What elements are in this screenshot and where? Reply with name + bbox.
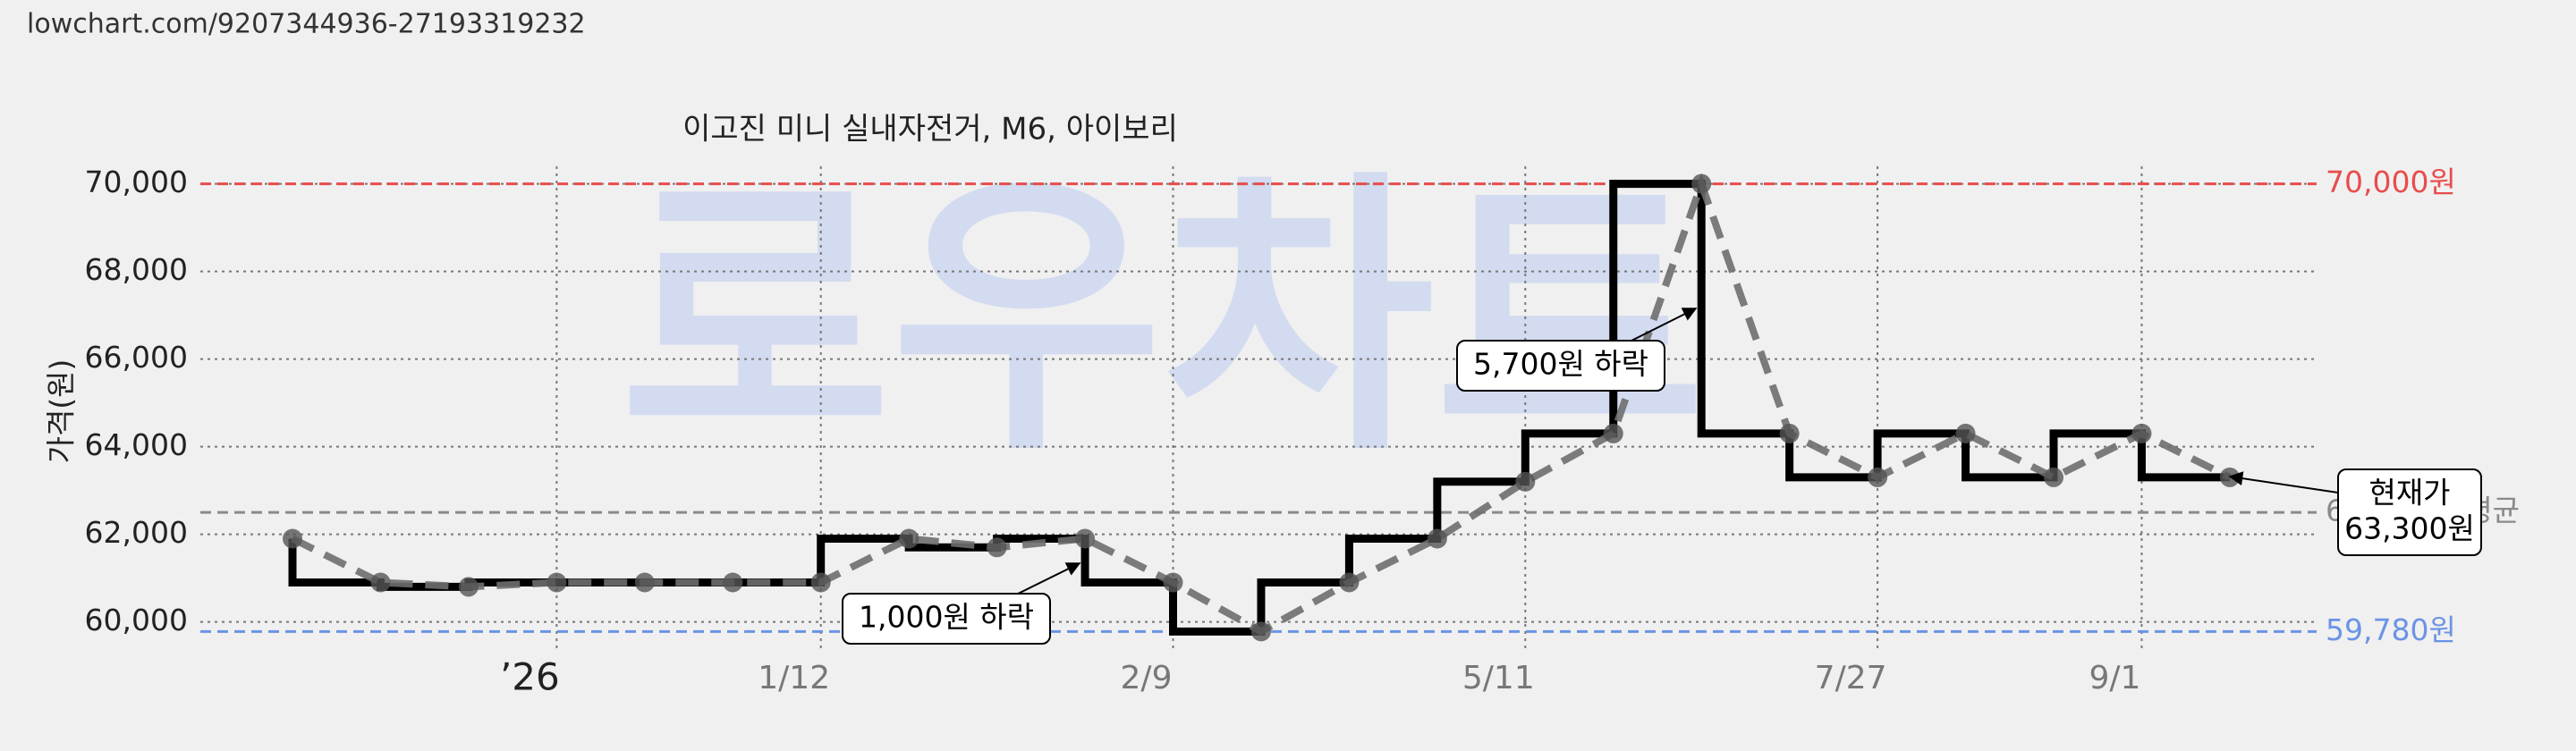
point (1250, 621, 1271, 642)
x-tick-label: 9/1 (2089, 660, 2140, 696)
y-tick-label: 70,000 (85, 165, 188, 199)
point (283, 528, 302, 549)
annotation-box (1456, 340, 1665, 392)
chart-title: 이고진 미니 실내자전거, M6, 아이보리 (682, 112, 1178, 148)
watermark: 로우차트 (620, 147, 1706, 490)
annotation-text: 1,000원 하락 (859, 600, 1034, 635)
point (1075, 528, 1096, 549)
point (1868, 467, 1888, 487)
annotation-arrow (1629, 308, 1698, 342)
point (723, 572, 743, 593)
point (1339, 572, 1360, 593)
annotation-box (2337, 468, 2482, 556)
annotation-text: 현재가 (2368, 476, 2450, 511)
point (370, 572, 391, 593)
point (1515, 471, 1536, 492)
x-tick-label: 1/12 (758, 660, 830, 696)
url: lowchart.com/9207344936-27193319232 (27, 9, 586, 40)
y-tick-label: 66,000 (85, 340, 188, 375)
point (1603, 423, 1623, 443)
point (634, 572, 655, 593)
point (1691, 173, 1712, 194)
y-tick-label: 62,000 (85, 515, 188, 550)
point (1779, 423, 1800, 443)
annotation-box (842, 593, 1051, 645)
x-tick-label: 2/9 (1121, 660, 1173, 696)
step-line (288, 180, 2230, 636)
annotation-arrow (1010, 562, 1081, 598)
point (810, 572, 831, 593)
annotation-text: 63,300원 (2344, 511, 2475, 546)
point (1427, 528, 1447, 549)
x-tick-label: ’26 (500, 655, 560, 699)
y-tick-label: 68,000 (85, 252, 188, 287)
y-tick-label: 60,000 (85, 603, 188, 637)
x-tick-label: 5/11 (1462, 660, 1535, 696)
point (987, 537, 1007, 558)
point (2131, 423, 2152, 443)
y-tick-label: 64,000 (85, 427, 188, 462)
x-tick-label: 7/27 (1815, 660, 1887, 696)
reference-label: 59,780원 (2326, 612, 2456, 647)
point (547, 572, 567, 593)
point (1163, 572, 1183, 593)
point (2044, 467, 2063, 487)
annotation-arrow (2228, 471, 2339, 494)
point (899, 528, 919, 549)
y-axis-label: 가격(원) (44, 359, 79, 464)
point (1955, 423, 1976, 443)
annotation-text: 5,700원 하락 (1473, 347, 1648, 382)
reference-label: 70,000원 (2326, 165, 2456, 199)
point (458, 577, 479, 597)
